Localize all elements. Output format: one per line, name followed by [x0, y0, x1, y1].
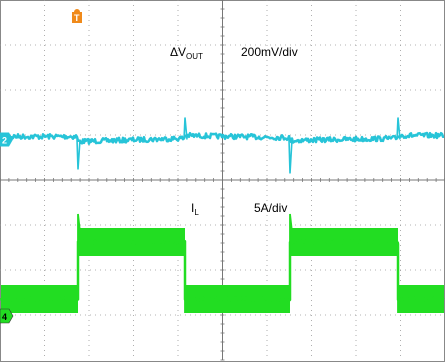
channel-2-marker-label: 2	[2, 136, 7, 146]
trace-vout	[0, 131, 445, 145]
vout-label-sub: OUT	[186, 52, 203, 61]
il-edge-spike	[77, 213, 81, 299]
trace-il	[0, 238, 445, 303]
vout-spike	[396, 117, 401, 140]
trigger-marker-text: T	[74, 13, 80, 23]
channel-4-marker: 4	[0, 308, 14, 324]
channel-4-marker-label: 4	[2, 312, 7, 322]
svg-text:IL: IL	[191, 201, 199, 217]
svg-text:ΔVOUT: ΔVOUT	[170, 45, 203, 61]
vout-spike	[76, 139, 81, 170]
vout-label: ΔVOUT 200mV/div	[170, 45, 298, 61]
vout-scale-label: 200mV/div	[241, 45, 298, 59]
vout-spike	[183, 117, 188, 140]
channel-2-marker: 2	[0, 132, 13, 147]
il-label-name: I	[191, 201, 194, 215]
il-edge-spike	[289, 213, 293, 299]
il-label: IL 5A/div	[191, 201, 287, 217]
vout-spike	[288, 139, 293, 174]
vout-label-name: ΔV	[170, 45, 186, 59]
il-scale-label: 5A/div	[254, 201, 287, 215]
trigger-marker: T	[72, 9, 82, 23]
waveform-traces	[0, 117, 445, 313]
il-label-sub: L	[194, 208, 199, 217]
